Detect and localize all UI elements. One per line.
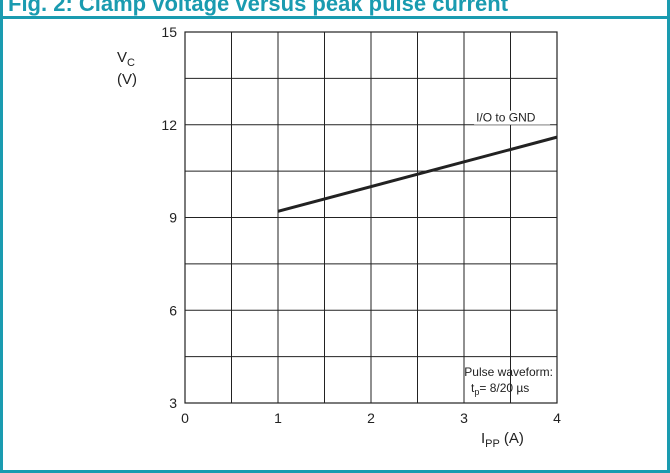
y-tick-labels: 3 6 9 12 15 [161,24,177,411]
x-tick-label: 4 [553,410,561,426]
title-bar: Fig. 2: Clamp voltage versus peak pulse … [0,0,670,19]
y-tick-label: 15 [161,24,177,40]
y-tick-label: 3 [169,395,177,411]
plot-border [184,31,558,404]
y-axis-label-sub: C [127,57,135,69]
y-axis-label: VC [117,49,135,69]
x-tick-label: 3 [460,410,468,426]
series-line [277,135,558,213]
x-axis-label-main: I [481,430,485,447]
x-axis-label-sub: PP [485,438,500,450]
x-axis-label-unit: (A) [504,430,524,447]
y-tick-label: 9 [169,210,177,226]
y-tick-label: 12 [161,117,177,133]
pulse-waveform-label: Pulse waveform: [464,365,553,379]
x-tick-label: 1 [274,410,282,426]
tp-value: = 8/20 µs [479,381,529,395]
y-axis-label-main: V [117,49,127,66]
y-tick-label: 6 [169,302,177,318]
y-axis-unit: (V) [117,71,137,88]
x-tick-label: 2 [367,410,375,426]
x-tick-label: 0 [181,410,189,426]
x-axis-label: IPP (A) [481,430,524,450]
series-label: I/O to GND [476,111,536,125]
tp-sub: p [474,387,479,397]
series-label-background [474,110,551,125]
grid [185,32,557,403]
pulse-waveform-value: tp= 8/20 µs [471,381,529,397]
x-tick-labels: 0 1 2 3 4 [181,410,561,426]
series-group: I/O to GND [277,110,558,213]
figure-title: Fig. 2: Clamp voltage versus peak pulse … [8,0,509,16]
tp-main: t [471,381,475,395]
